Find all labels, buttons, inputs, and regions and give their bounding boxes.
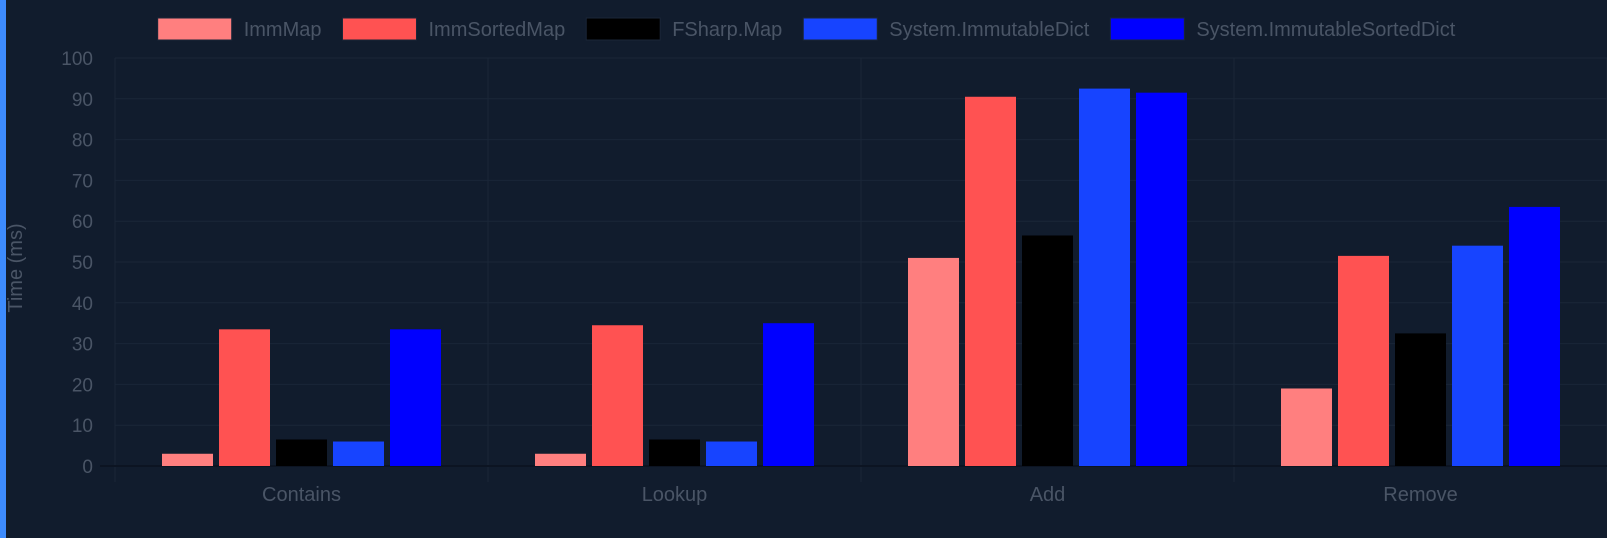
bar[interactable] [162, 453, 213, 466]
y-tick-label: 100 [61, 49, 93, 70]
legend-item[interactable]: ImmMap [157, 17, 322, 41]
bar[interactable] [1136, 92, 1187, 467]
y-tick-label: 60 [72, 212, 93, 233]
x-tick-label: Remove [1383, 484, 1457, 506]
legend-item[interactable]: FSharp.Map [585, 17, 782, 41]
legend-item[interactable]: ImmSortedMap [341, 17, 565, 41]
bar[interactable] [763, 323, 814, 466]
bar[interactable] [1509, 206, 1560, 467]
legend-item[interactable]: System.ImmutableDict [802, 17, 1090, 41]
bar[interactable] [1395, 333, 1446, 466]
legend-item[interactable]: System.ImmutableSortedDict [1109, 17, 1456, 41]
y-tick-label: 20 [72, 375, 93, 396]
legend-label: ImmMap [244, 19, 322, 41]
x-tick-label: Lookup [642, 484, 708, 506]
bar[interactable] [1022, 235, 1073, 466]
y-tick-label: 40 [72, 294, 93, 315]
legend-swatch [1109, 17, 1185, 41]
y-tick-label: 10 [72, 416, 93, 437]
bar[interactable] [1338, 255, 1389, 466]
left-accent-bar [0, 0, 6, 538]
y-tick-label: 0 [82, 457, 93, 478]
bar[interactable] [908, 257, 959, 466]
bar[interactable] [1079, 88, 1130, 466]
y-axis-title: Time (ms) [5, 223, 27, 312]
bar[interactable] [1281, 388, 1332, 466]
y-tick-label: 70 [72, 171, 93, 192]
legend-label: System.ImmutableSortedDict [1196, 19, 1455, 41]
bar[interactable] [535, 453, 586, 466]
y-tick-label: 30 [72, 335, 93, 356]
legend-swatch [341, 17, 417, 41]
y-tick-label: 50 [72, 253, 93, 274]
legend-label: System.ImmutableDict [889, 19, 1089, 41]
bar[interactable] [706, 441, 757, 466]
bar[interactable] [276, 439, 327, 466]
bar[interactable] [649, 439, 700, 466]
legend-label: FSharp.Map [672, 19, 782, 41]
legend-swatch [802, 17, 878, 41]
y-tick-label: 80 [72, 131, 93, 152]
bar[interactable] [592, 325, 643, 466]
bar[interactable] [390, 329, 441, 466]
bars-layer [162, 88, 1560, 467]
bar[interactable] [965, 96, 1016, 466]
y-tick-label: 90 [72, 90, 93, 111]
legend-swatch [585, 17, 661, 41]
bar[interactable] [333, 441, 384, 466]
legend-swatch [157, 17, 233, 41]
bar[interactable] [219, 329, 270, 466]
x-tick-label: Contains [262, 484, 341, 506]
y-tick-labels: 0 10 20 30 40 50 60 70 80 90 100 [61, 49, 93, 478]
legend[interactable]: ImmMap ImmSortedMap FSharp.Map System.Immut… [157, 17, 1456, 41]
x-tick-labels: Contains Lookup Add Remove [262, 484, 1458, 506]
bar[interactable] [1452, 245, 1503, 466]
legend-label: ImmSortedMap [428, 19, 565, 41]
x-tick-label: Add [1030, 484, 1066, 506]
